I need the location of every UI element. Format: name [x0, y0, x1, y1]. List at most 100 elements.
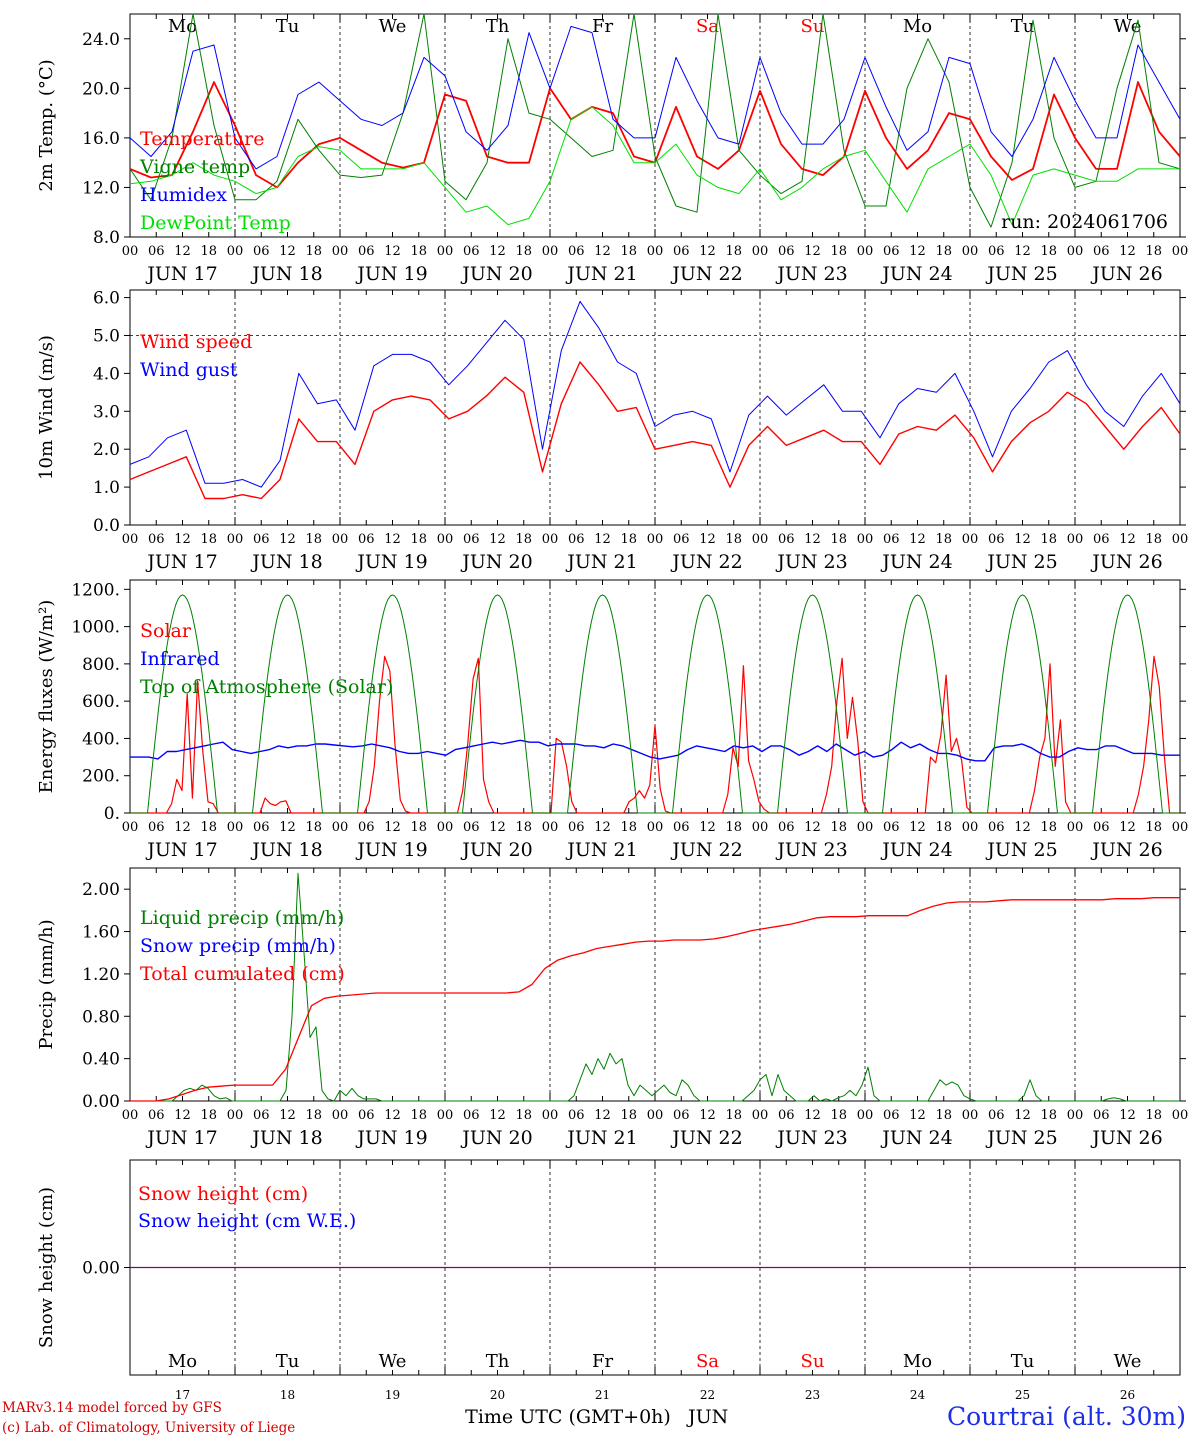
day-number-label: 21: [595, 1388, 610, 1402]
y-tick-label: 12.0: [82, 178, 120, 198]
hour-tick-label: 12: [1119, 1108, 1136, 1123]
hour-tick-label: 12: [174, 820, 191, 835]
hour-tick-label: 00: [752, 532, 769, 547]
weekday-label: We: [1114, 16, 1142, 37]
hour-tick-label: 00: [752, 1108, 769, 1123]
day-number-label: 24: [910, 1388, 926, 1402]
weekday-label: Sa: [696, 1351, 719, 1372]
hour-tick-label: 12: [1119, 244, 1136, 259]
y-tick-label: 800.: [82, 655, 120, 675]
hour-tick-label: 18: [410, 1108, 427, 1123]
hour-tick-label: 06: [148, 532, 165, 547]
hour-tick-label: 06: [1093, 1108, 1110, 1123]
month-label: JUN: [686, 1406, 728, 1428]
date-label: JUN 24: [880, 263, 952, 285]
hour-tick-label: 18: [620, 244, 637, 259]
hour-tick-label: 06: [883, 532, 900, 547]
date-label: JUN 19: [355, 839, 427, 861]
hour-tick-label: 00: [227, 244, 244, 259]
legend-entry: Wind speed: [140, 331, 252, 353]
hour-tick-label: 12: [279, 244, 296, 259]
date-label: JUN 22: [670, 1127, 742, 1149]
hour-tick-label: 00: [752, 244, 769, 259]
y-tick-label: 3.0: [93, 402, 120, 422]
weekday-label: We: [379, 16, 407, 37]
weekday-label: Tu: [1011, 1351, 1035, 1372]
hour-tick-label: 12: [1014, 820, 1031, 835]
hour-tick-label: 06: [673, 244, 690, 259]
day-number-label: 20: [490, 1388, 505, 1402]
hour-tick-label: 12: [804, 820, 821, 835]
hour-tick-label: 18: [830, 1108, 847, 1123]
hour-tick-label: 12: [1014, 244, 1031, 259]
hour-tick-label: 18: [305, 532, 322, 547]
date-label: JUN 18: [250, 551, 322, 573]
hour-tick-label: 06: [148, 1108, 165, 1123]
hour-tick-label: 06: [778, 244, 795, 259]
hour-tick-label: 06: [358, 1108, 375, 1123]
lab-credit: (c) Lab. of Climatology, University of L…: [2, 1420, 296, 1436]
hour-tick-label: 12: [594, 1108, 611, 1123]
hour-tick-label: 06: [883, 244, 900, 259]
series-line-solar: [130, 655, 1180, 814]
date-label: JUN 22: [670, 551, 742, 573]
date-label: JUN 25: [985, 263, 1057, 285]
date-label: JUN 26: [1090, 1127, 1162, 1149]
day-number-label: 19: [385, 1388, 400, 1402]
day-number-label: 25: [1015, 1388, 1030, 1402]
hour-tick-label: 06: [253, 532, 270, 547]
legend-entry: Wind gust: [140, 359, 238, 381]
hour-tick-label: 00: [122, 1108, 139, 1123]
date-label: JUN 24: [880, 1127, 952, 1149]
y-tick-label: 1.60: [82, 923, 120, 943]
hour-tick-label: 06: [148, 244, 165, 259]
y-axis-label: Energy fluxes (W/m²): [36, 600, 57, 794]
date-label: JUN 17: [145, 551, 217, 573]
hour-tick-label: 12: [699, 820, 716, 835]
hour-tick-label: 18: [1145, 244, 1162, 259]
hour-tick-label: 12: [594, 820, 611, 835]
hour-tick-label: 18: [935, 532, 952, 547]
date-label: JUN 25: [985, 839, 1057, 861]
day-number-label: 26: [1120, 1388, 1135, 1402]
hour-tick-label: 12: [279, 532, 296, 547]
date-label: JUN 20: [460, 551, 532, 573]
hour-tick-label: 06: [1093, 532, 1110, 547]
weekday-label: Su: [801, 16, 825, 37]
date-label: JUN 20: [460, 1127, 532, 1149]
date-label: JUN 22: [670, 839, 742, 861]
y-tick-label: 0.0: [93, 516, 120, 536]
date-label: JUN 25: [985, 1127, 1057, 1149]
hour-tick-label: 00: [227, 1108, 244, 1123]
date-label: JUN 25: [985, 551, 1057, 573]
hour-tick-label: 18: [410, 820, 427, 835]
hour-tick-label: 12: [594, 532, 611, 547]
date-label: JUN 21: [565, 551, 637, 573]
date-label: JUN 21: [565, 1127, 637, 1149]
legend-entry: Snow height (cm): [138, 1183, 308, 1205]
series-line-dewpoint-temp: [129, 106, 1180, 226]
hour-tick-label: 06: [673, 532, 690, 547]
hour-tick-label: 06: [988, 532, 1005, 547]
y-axis-label: Snow height (cm): [36, 1187, 57, 1348]
date-label: JUN 21: [565, 839, 637, 861]
weekday-label: Th: [486, 16, 510, 37]
hour-tick-label: 06: [568, 244, 585, 259]
hour-tick-label: 12: [279, 820, 296, 835]
hour-tick-label: 06: [988, 820, 1005, 835]
hour-tick-label: 00: [647, 820, 664, 835]
series-line-wind-speed: [129, 361, 1181, 500]
day-number-label: 22: [700, 1388, 715, 1402]
hour-tick-label: 18: [1145, 820, 1162, 835]
date-label: JUN 17: [145, 1127, 217, 1149]
hour-tick-label: 18: [1040, 532, 1057, 547]
panel-wind: 0.0 1.0 2.0 3.0 4.0 5.0 6.0 10m Wind (m/s) Wind …: [36, 289, 1188, 573]
date-label: JUN 20: [460, 263, 532, 285]
series-line-total-cumulated-cm: [130, 897, 1180, 1102]
hour-tick-label: 18: [515, 820, 532, 835]
hour-tick-label: 12: [384, 244, 401, 259]
weekday-label: Mo: [903, 16, 932, 37]
hour-tick-label: 18: [830, 532, 847, 547]
hour-tick-label: 12: [594, 244, 611, 259]
y-tick-label: 16.0: [82, 129, 120, 149]
